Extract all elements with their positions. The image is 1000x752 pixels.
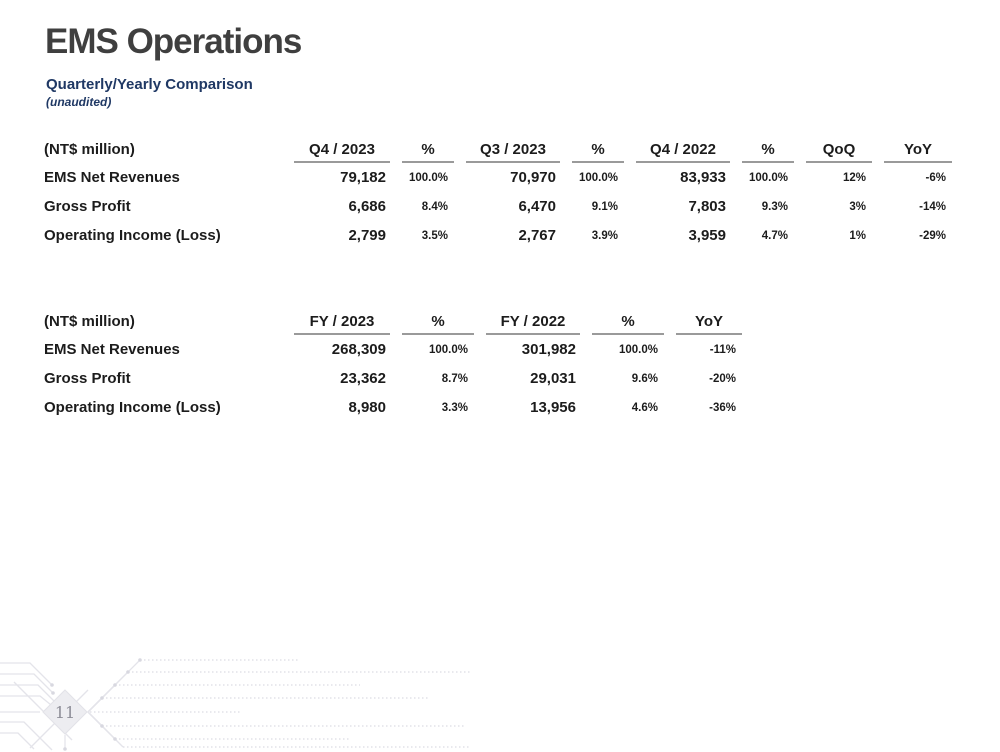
cell-value: -14%: [919, 200, 946, 213]
column-header-fy-2023: FY / 2023: [294, 306, 390, 335]
cell-value: 2,767: [518, 227, 556, 244]
slide-subtitle: Quarterly/Yearly Comparison: [46, 76, 253, 93]
cell-value: 4.6%: [631, 401, 658, 414]
column-header-q3-2023: Q3 / 2023: [466, 134, 560, 163]
page-number-diamond: [42, 689, 88, 735]
column-header-yoy: YoY: [884, 134, 952, 163]
cell-value: 1%: [849, 229, 866, 242]
circuit-watermark: 11: [0, 658, 470, 751]
unit-label: (NT$ million): [44, 313, 135, 330]
cell-value: 6,470: [518, 198, 556, 215]
cell-value: 8.7%: [441, 372, 468, 385]
cell-value: 100.0%: [748, 171, 788, 184]
cell-value: 301,982: [521, 341, 576, 358]
row-label: Operating Income (Loss): [44, 227, 221, 244]
column-header-q4-2022: Q4 / 2022: [636, 134, 730, 163]
yearly-header-row: (NT$ million) FY / 2023 % FY / 2022 % Yo…: [44, 306, 742, 335]
column-header-pct: %: [402, 306, 474, 335]
cell-value: 29,031: [530, 370, 576, 387]
column-header-qoq: QoQ: [806, 134, 872, 163]
cell-value: 100.0%: [578, 171, 618, 184]
cell-value: 3.3%: [441, 401, 468, 414]
column-header-pct: %: [592, 306, 664, 335]
quarterly-table: (NT$ million) Q4 / 2023 % Q3 / 2023 % Q4…: [32, 134, 964, 250]
cell-value: 7,803: [688, 198, 726, 215]
column-header-pct: %: [402, 134, 454, 163]
yearly-table: (NT$ million) FY / 2023 % FY / 2022 % Yo…: [32, 306, 754, 422]
cell-value: 12%: [842, 171, 866, 184]
cell-value: 3%: [849, 200, 866, 213]
cell-value: -6%: [925, 171, 946, 184]
row-label: EMS Net Revenues: [44, 169, 180, 186]
row-label: Gross Profit: [44, 370, 131, 387]
cell-value: -36%: [709, 401, 736, 414]
table-row: EMS Net Revenues 268,309 100.0% 301,982 …: [44, 335, 742, 364]
cell-value: 100.0%: [428, 343, 468, 356]
column-header-yoy: YoY: [676, 306, 742, 335]
cell-value: 8.4%: [421, 200, 448, 213]
cell-value: 2,799: [348, 227, 386, 244]
cell-value: -29%: [919, 229, 946, 242]
cell-value: 6,686: [348, 198, 386, 215]
row-label: EMS Net Revenues: [44, 341, 180, 358]
cell-value: 4.7%: [761, 229, 788, 242]
cell-value: 70,970: [510, 169, 556, 186]
cell-value: -20%: [709, 372, 736, 385]
unaudited-note: (unaudited): [46, 95, 112, 109]
cell-value: 9.1%: [591, 200, 618, 213]
cell-value: 23,362: [340, 370, 386, 387]
cell-value: 3.9%: [591, 229, 618, 242]
cell-value: 83,933: [680, 169, 726, 186]
table-row: EMS Net Revenues 79,182 100.0% 70,970 10…: [44, 163, 952, 192]
cell-value: 3,959: [688, 227, 726, 244]
column-header-q4-2023: Q4 / 2023: [294, 134, 390, 163]
cell-value: 268,309: [331, 341, 386, 358]
unit-label: (NT$ million): [44, 141, 135, 158]
table-row: Gross Profit 23,362 8.7% 29,031 9.6% -20…: [44, 364, 742, 393]
column-header-pct: %: [572, 134, 624, 163]
row-label: Operating Income (Loss): [44, 399, 221, 416]
cell-value: 79,182: [340, 169, 386, 186]
cell-value: 100.0%: [618, 343, 658, 356]
column-header-pct: %: [742, 134, 794, 163]
cell-value: 9.6%: [631, 372, 658, 385]
cell-value: 100.0%: [408, 171, 448, 184]
page-number: 11: [55, 703, 75, 722]
cell-value: -11%: [709, 343, 736, 356]
cell-value: 9.3%: [761, 200, 788, 213]
cell-value: 13,956: [530, 399, 576, 416]
row-label: Gross Profit: [44, 198, 131, 215]
table-row: Operating Income (Loss) 8,980 3.3% 13,95…: [44, 393, 742, 422]
column-header-fy-2022: FY / 2022: [486, 306, 580, 335]
table-row: Operating Income (Loss) 2,799 3.5% 2,767…: [44, 221, 952, 250]
cell-value: 8,980: [348, 399, 386, 416]
quarterly-header-row: (NT$ million) Q4 / 2023 % Q3 / 2023 % Q4…: [44, 134, 952, 163]
cell-value: 3.5%: [421, 229, 448, 242]
table-row: Gross Profit 6,686 8.4% 6,470 9.1% 7,803…: [44, 192, 952, 221]
page-title: EMS Operations: [45, 22, 302, 61]
